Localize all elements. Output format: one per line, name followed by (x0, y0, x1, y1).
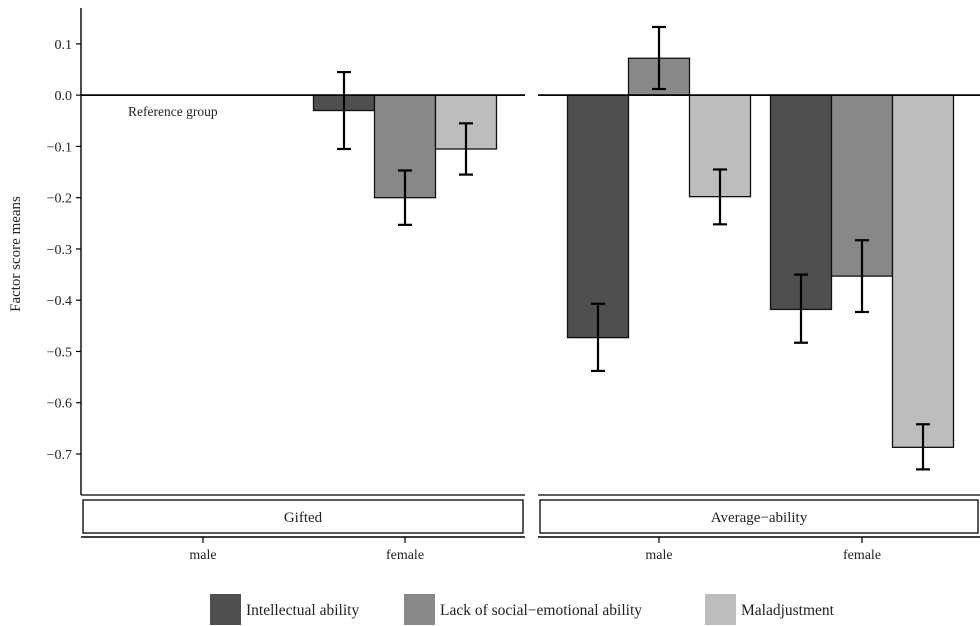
legend-label: Lack of social−emotional ability (440, 602, 642, 619)
legend: Intellectual ability Lack of social−emoti… (210, 594, 835, 625)
y-tick-label: 0.0 (55, 89, 73, 104)
plot-area: 0.1 0.0 −0.1 −0.2 −0.3 −0.4 −0.5 −0.6 −0.7 Refere… (47, 8, 980, 563)
x-tick-label: female (386, 548, 424, 563)
y-tick-label: −0.7 (47, 448, 72, 463)
bar (891, 94, 955, 448)
facet-strip (539, 499, 979, 534)
x-tick-label: male (645, 548, 672, 563)
legend-swatch (404, 594, 435, 625)
y-tick-label: −0.5 (47, 345, 72, 360)
facet-strip-label: Average−ability (711, 510, 808, 526)
y-tick-label: 0.1 (55, 38, 73, 53)
y-tick-label: −0.1 (47, 140, 72, 155)
legend-swatch (705, 594, 736, 625)
y-tick-label: −0.2 (47, 192, 72, 207)
bar (566, 94, 630, 339)
y-axis-title: Factor score means (8, 196, 24, 312)
x-tick-label: male (189, 548, 216, 563)
y-tick-label: −0.6 (47, 397, 72, 412)
facet-strip (82, 499, 524, 534)
legend-swatch (210, 594, 241, 625)
x-tick-label: female (843, 548, 881, 563)
y-tick-label: −0.4 (47, 294, 72, 309)
reference-group-label: Reference group (128, 104, 218, 119)
legend-label: Intellectual ability (246, 602, 359, 619)
facet-strip-label: Gifted (284, 510, 323, 526)
y-tick-label: −0.3 (47, 243, 72, 258)
legend-label: Maladjustment (741, 602, 835, 619)
